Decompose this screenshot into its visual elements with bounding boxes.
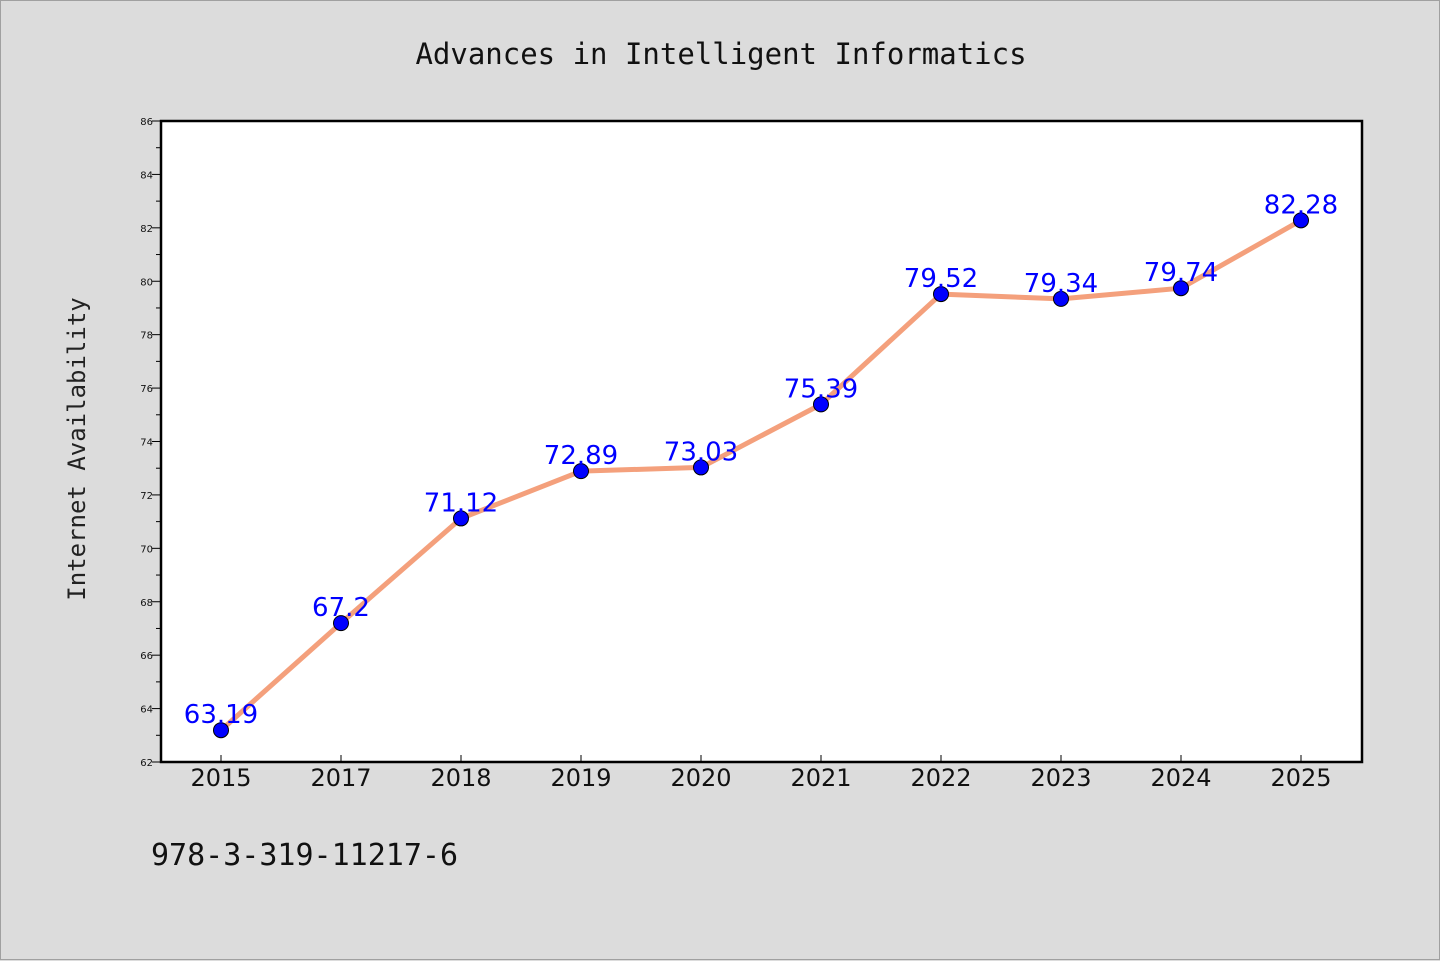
y-tick-label: 76 (140, 384, 153, 395)
data-label: 72.89 (544, 441, 618, 471)
data-point (693, 459, 709, 476)
data-point (1293, 212, 1309, 229)
y-tick-label: 66 (140, 651, 153, 662)
series-line-group (218, 217, 1304, 733)
data-label: 79.74 (1144, 258, 1218, 288)
x-axis: 2015 2017 2018 2019 2020 2021 2022 2023 2024 2025 (190, 755, 1332, 792)
x-tick-label: 2020 (670, 764, 731, 792)
y-tick-label: 84 (140, 170, 153, 181)
x-tick-label: 2018 (430, 764, 491, 792)
y-tick-label: 64 (140, 705, 153, 716)
data-label: 71.12 (424, 488, 498, 518)
y-tick-label: 72 (140, 491, 153, 502)
x-tick-label: 2019 (550, 764, 611, 792)
plot-area (161, 121, 1362, 762)
data-label: 82.28 (1264, 190, 1338, 220)
x-tick-label: 2017 (310, 764, 371, 792)
y-tick-label: 82 (140, 224, 153, 235)
x-tick-label: 2022 (910, 764, 971, 792)
y-axis-label: Internet Availability (63, 297, 91, 600)
data-point (813, 396, 829, 413)
data-point (453, 510, 469, 527)
data-label: 63.19 (184, 700, 258, 730)
data-label: 79.34 (1024, 269, 1098, 299)
data-markers (213, 212, 1309, 739)
x-tick-label: 2021 (790, 764, 851, 792)
x-tick-label: 2025 (1270, 764, 1331, 792)
data-label: 79.52 (904, 264, 978, 294)
data-point (333, 615, 349, 632)
data-point (1173, 280, 1189, 297)
data-label: 67.2 (312, 593, 370, 623)
chart-title: Advances in Intelligent Informatics (415, 37, 1026, 71)
plot-border (159, 119, 1364, 764)
isbn-footer: 978-3-319-11217-6 (151, 838, 458, 873)
data-point (213, 722, 229, 739)
x-tick-label: 2024 (1150, 764, 1211, 792)
data-point (1053, 290, 1069, 307)
data-point (573, 463, 589, 480)
y-tick-label: 70 (140, 544, 153, 555)
x-tick-label: 2023 (1030, 764, 1091, 792)
series-line (218, 217, 1304, 733)
y-tick-label: 80 (140, 277, 153, 288)
data-label: 73.03 (664, 437, 738, 467)
y-tick-label: 62 (140, 758, 153, 769)
y-tick-label: 74 (140, 438, 153, 449)
data-label: 75.39 (784, 374, 858, 404)
data-labels: 63.19 67.2 71.12 72.89 73.03 75.39 79.52 79.34 7… (184, 190, 1338, 730)
x-tick-label: 2015 (190, 764, 251, 792)
y-tick-label: 78 (140, 331, 153, 342)
y-tick-label: 68 (140, 598, 153, 609)
data-point (933, 286, 949, 303)
y-axis: 62 64 66 68 70 72 74 76 78 80 82 84 86 (140, 117, 161, 769)
y-tick-label: 86 (140, 117, 153, 128)
